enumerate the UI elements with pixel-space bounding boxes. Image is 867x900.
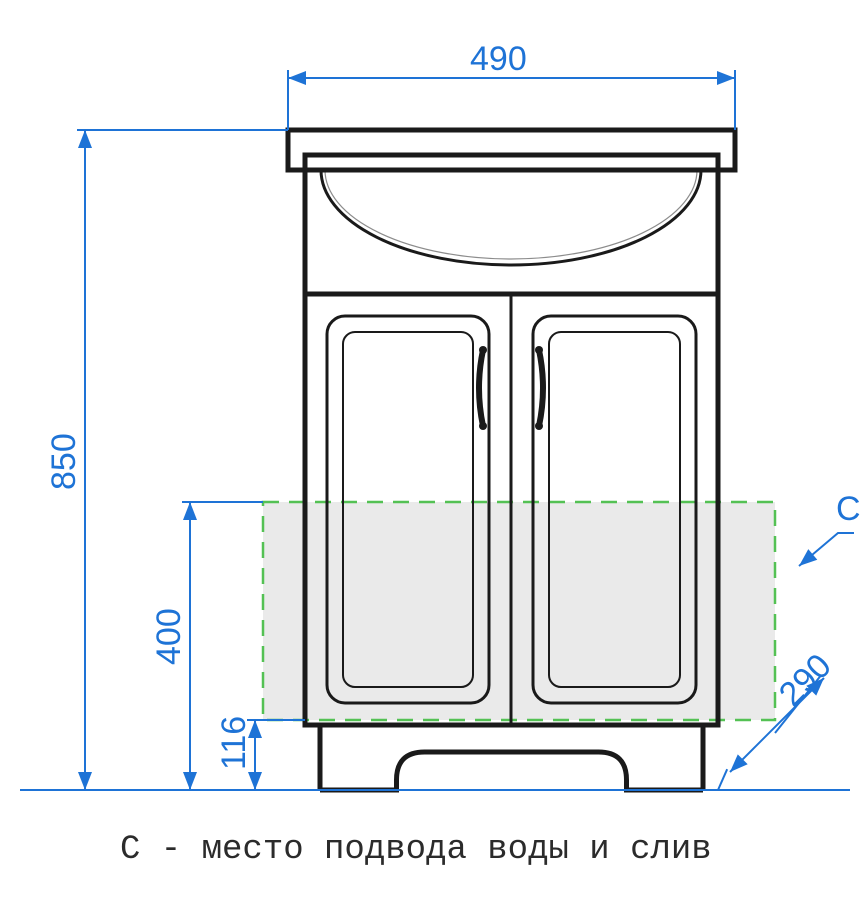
dimension-label: 116 [215, 716, 253, 770]
door-handle [479, 350, 483, 426]
dimension-label: 400 [150, 608, 188, 665]
dimension-label: 850 [45, 433, 83, 490]
caption-text: С - место подвода воды и слив [120, 831, 712, 869]
dimension-label: 490 [470, 40, 527, 78]
water-zone-rect [263, 502, 775, 720]
sink-top [288, 130, 735, 170]
plinth-cutout [320, 752, 703, 790]
water-zone-layer [263, 502, 775, 720]
zone-label: C [836, 490, 861, 528]
basin-arc [321, 170, 701, 265]
door-handle [539, 350, 543, 426]
dimension-label: 290 [772, 647, 839, 714]
